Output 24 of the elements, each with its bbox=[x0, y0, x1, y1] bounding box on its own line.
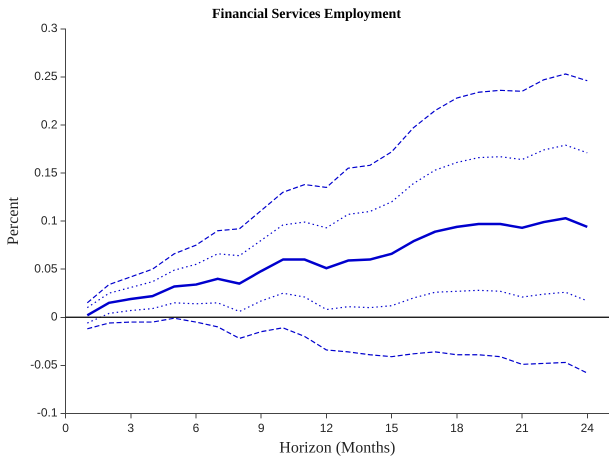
y-tick-label: -0.05 bbox=[30, 358, 58, 372]
x-tick-label: 0 bbox=[62, 420, 70, 435]
x-tick-label: 12 bbox=[320, 420, 334, 435]
line-series bbox=[86, 73, 588, 304]
x-tick-label: 24 bbox=[580, 420, 594, 435]
y-axis-title: Percent bbox=[4, 196, 22, 246]
chart-title: Financial Services Employment bbox=[212, 7, 402, 22]
y-tick-label: 0.3 bbox=[40, 21, 58, 36]
y-tick-label: 0.25 bbox=[34, 69, 58, 84]
y-tick-label: -0.1 bbox=[36, 406, 58, 420]
y-tick-label: 0 bbox=[50, 310, 58, 324]
x-tick-label: 9 bbox=[258, 420, 265, 435]
x-tick-label: 21 bbox=[515, 420, 530, 435]
line-series bbox=[86, 144, 588, 308]
line-series bbox=[86, 318, 588, 374]
y-tick-label: 0.2 bbox=[40, 117, 58, 132]
x-axis-title: Horizon (Months) bbox=[279, 440, 396, 457]
x-tick-label: 18 bbox=[450, 420, 464, 435]
y-tick-label: 0.15 bbox=[34, 165, 58, 180]
x-tick-label: 6 bbox=[192, 420, 200, 435]
y-tick-label: 0.05 bbox=[34, 261, 58, 276]
y-tick-label: 0.1 bbox=[40, 213, 58, 228]
x-tick-label: 15 bbox=[384, 420, 399, 435]
x-tick-label: 3 bbox=[127, 420, 134, 435]
